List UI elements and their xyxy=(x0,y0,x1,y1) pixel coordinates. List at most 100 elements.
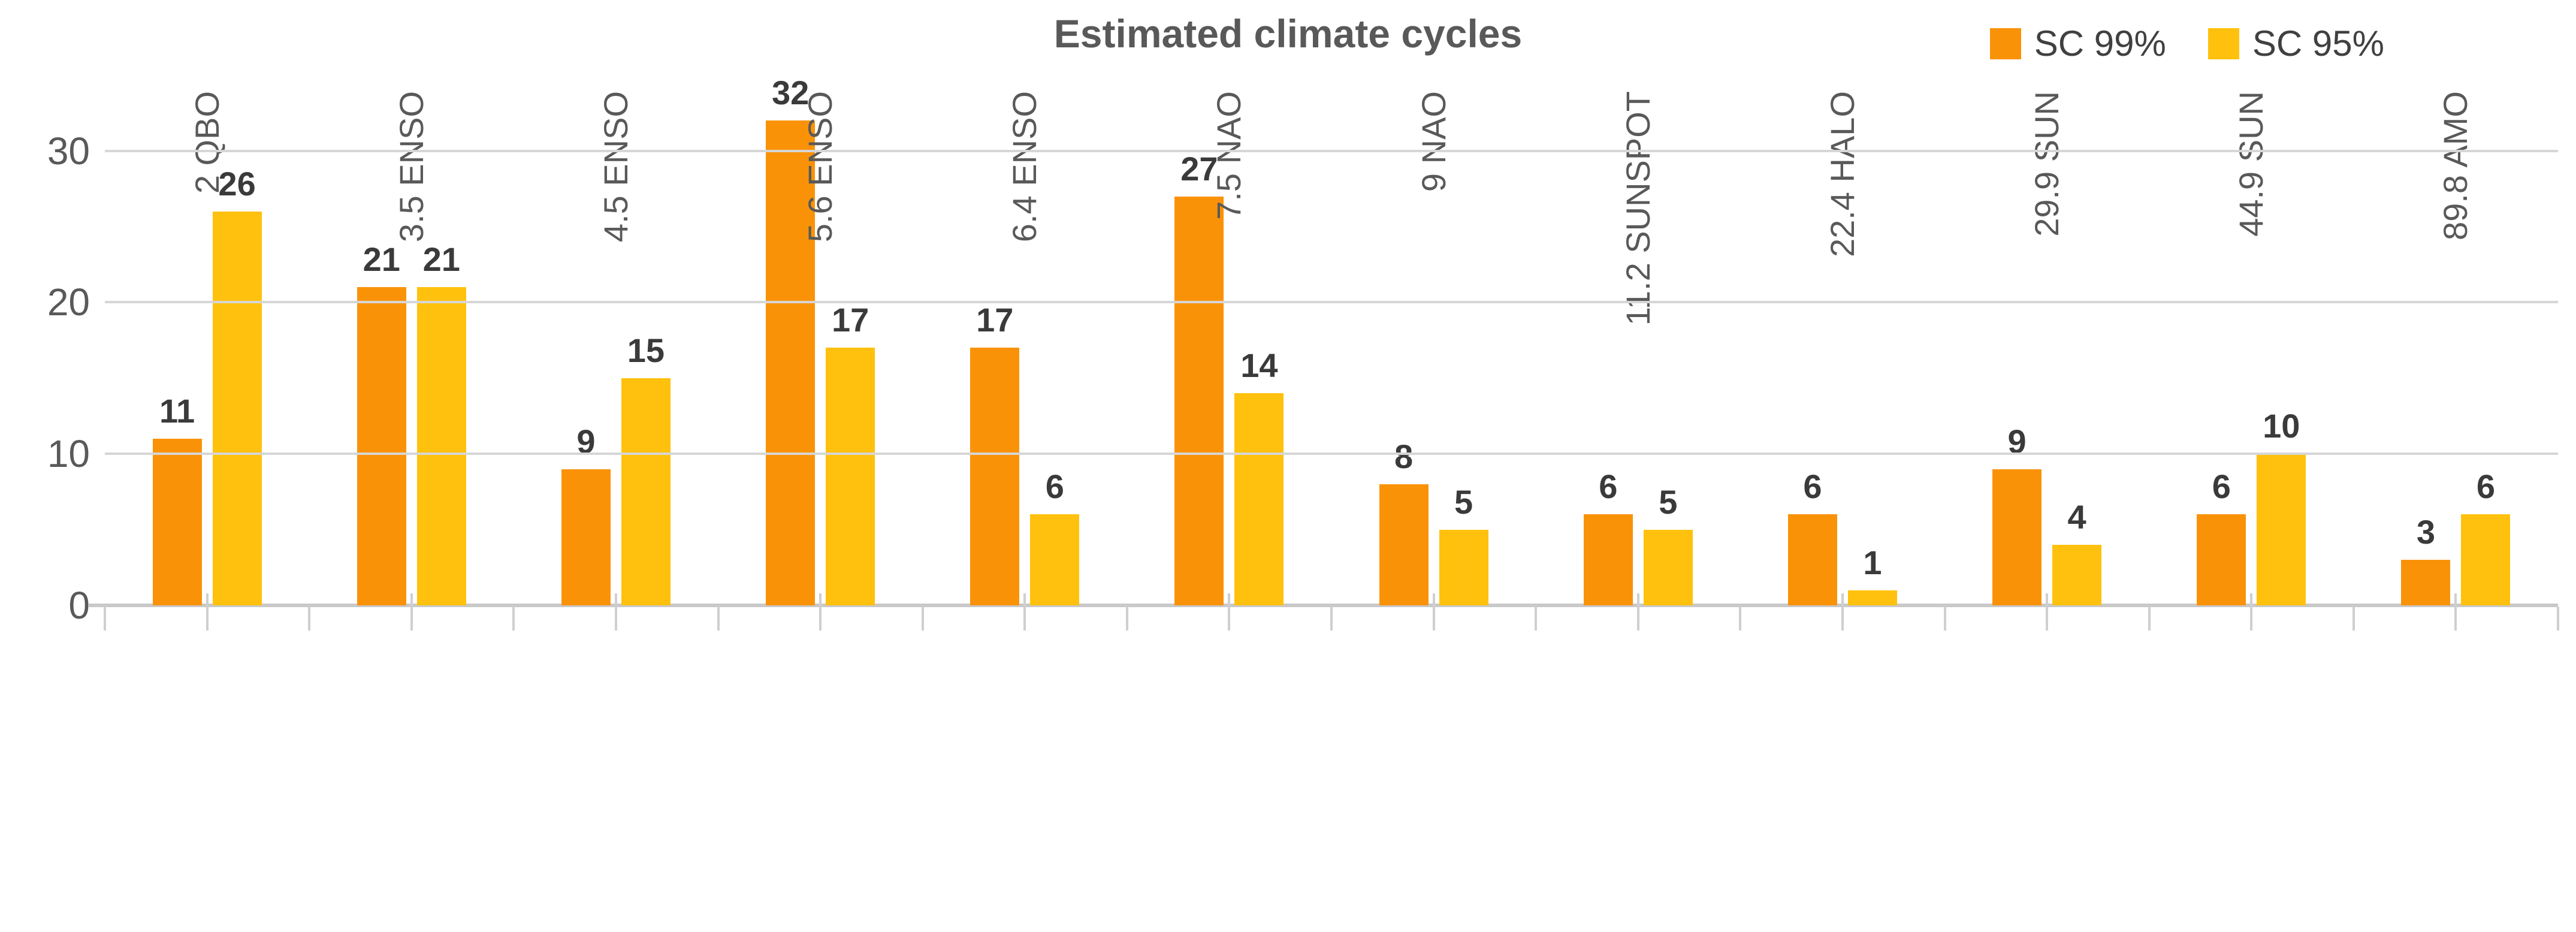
bar-value-label: 21 xyxy=(422,240,460,279)
bar-group: 21 21 3.5 ENSO xyxy=(309,60,514,605)
x-axis-tick xyxy=(819,593,822,631)
bar-value-label: 11 xyxy=(159,391,195,430)
category-label: 9 NAO xyxy=(1414,91,1452,192)
category-label: 44.9 SUN xyxy=(2232,91,2270,237)
category-label: 3.5 ENSO xyxy=(392,91,430,243)
bar-value-label: 4 xyxy=(2067,497,2086,536)
x-axis-tick xyxy=(104,607,106,631)
bar-sc99[interactable]: 9 xyxy=(561,424,611,605)
bar-pair: 6 10 xyxy=(2197,60,2306,605)
x-axis-tick xyxy=(717,607,720,631)
x-axis-tick xyxy=(2557,607,2559,631)
plot-area: 11 26 2 QBO 21 21 3.5 ENSO 9 15 4.5 ENSO 32 17 5.6 … xyxy=(88,60,2559,631)
bar-group: 3 6 89.8 AMO xyxy=(2354,60,2558,605)
x-axis-tick xyxy=(2454,593,2457,631)
bar-value-label: 21 xyxy=(363,240,400,279)
bar-group: 11 26 2 QBO xyxy=(105,60,309,605)
bar-value-label: 32 xyxy=(771,74,810,112)
bar-value-label: 17 xyxy=(831,301,869,339)
bar-value-label: 6 xyxy=(1599,467,1618,506)
x-axis-tick xyxy=(614,593,617,631)
bar-value-label: 17 xyxy=(976,301,1014,339)
bar-sc99[interactable]: 27 xyxy=(1174,152,1224,605)
bar-sc95[interactable]: 6 xyxy=(2461,470,2511,605)
x-axis-tick xyxy=(1535,607,1538,631)
bar-sc95[interactable]: 10 xyxy=(2257,409,2306,605)
category-label: 29.9 SUN xyxy=(2028,91,2066,237)
y-tick-label: 0 xyxy=(68,584,90,627)
x-axis-tick xyxy=(1432,593,1435,631)
x-axis-tick xyxy=(308,607,311,631)
bar-pair: 32 17 xyxy=(766,60,875,605)
x-axis-tick xyxy=(410,593,413,631)
bar-pair: 9 15 xyxy=(561,60,671,605)
bar-sc95[interactable]: 17 xyxy=(826,303,875,605)
bar-sc95[interactable]: 5 xyxy=(1643,485,1693,605)
bar-value-label: 10 xyxy=(2263,407,2300,445)
bar-pair: 27 14 xyxy=(1174,60,1284,605)
category-label: 6.4 ENSO xyxy=(1005,91,1044,243)
gridline xyxy=(105,453,2558,456)
bar-group: 6 5 11.2 SUNSPOT xyxy=(1536,60,1740,605)
bar-sc99[interactable]: 9 xyxy=(1992,424,2042,605)
legend-item-sc-95-[interactable]: SC 95% xyxy=(2207,23,2384,64)
y-tick-label: 30 xyxy=(47,129,90,173)
x-axis-tick xyxy=(1943,607,1946,631)
legend-swatch-icon xyxy=(2207,28,2239,59)
bar-sc95[interactable]: 15 xyxy=(621,333,671,605)
legend-swatch-icon xyxy=(1989,28,2021,59)
bar-sc99[interactable]: 32 xyxy=(766,76,816,605)
bar-value-label: 6 xyxy=(2212,467,2231,506)
category-label: 5.6 ENSO xyxy=(801,91,839,243)
category-label: 2 QBO xyxy=(188,91,226,194)
bar-sc99[interactable]: 17 xyxy=(970,303,1020,605)
bar-value-label: 15 xyxy=(627,331,665,369)
y-tick-label: 10 xyxy=(47,432,90,476)
x-axis-tick xyxy=(2046,593,2049,631)
bar-pair: 21 21 xyxy=(357,60,466,605)
x-axis-tick xyxy=(2352,607,2355,631)
bar-sc95[interactable]: 6 xyxy=(1030,470,1080,605)
bar-sc95[interactable]: 21 xyxy=(416,243,466,605)
gridline xyxy=(105,149,2558,152)
legend-item-sc-99-[interactable]: SC 99% xyxy=(1989,23,2166,64)
x-axis-tick xyxy=(2250,593,2253,631)
bar-value-label: 14 xyxy=(1240,346,1278,385)
bar-value-label: 6 xyxy=(2476,467,2496,506)
bar-sc95[interactable]: 14 xyxy=(1234,349,1284,605)
bar-value-label: 3 xyxy=(2416,513,2436,551)
bar-value-label: 1 xyxy=(1863,543,1882,581)
bar-value-label: 9 xyxy=(2007,422,2027,460)
y-tick-label: 20 xyxy=(47,280,90,324)
category-label: 89.8 AMO xyxy=(2436,91,2475,241)
bar-value-label: 6 xyxy=(1045,467,1064,506)
bar-sc99[interactable]: 11 xyxy=(152,394,202,605)
bar-sc99[interactable]: 3 xyxy=(2401,515,2451,605)
bar-sc95[interactable]: 26 xyxy=(212,167,262,605)
bar-sc99[interactable]: 8 xyxy=(1379,439,1429,605)
bar-pair: 17 6 xyxy=(970,60,1080,605)
bar-sc99[interactable]: 21 xyxy=(357,243,406,605)
category-label: 22.4 HALO xyxy=(1823,91,1862,258)
category-label: 7.5 NAO xyxy=(1210,91,1248,220)
bar-sc99[interactable]: 6 xyxy=(2197,470,2246,605)
bar-group: 9 15 4.5 ENSO xyxy=(514,60,718,605)
bar-groups: 11 26 2 QBO 21 21 3.5 ENSO 9 15 4.5 ENSO 32 17 5.6 … xyxy=(105,60,2558,605)
x-axis-tick xyxy=(1739,607,1742,631)
x-axis-tick xyxy=(1841,593,1844,631)
bar-group: 9 4 29.9 SUN xyxy=(1945,60,2149,605)
bar-value-label: 5 xyxy=(1454,482,1473,521)
bar-sc99[interactable]: 6 xyxy=(1583,470,1633,605)
bar-sc95[interactable]: 4 xyxy=(2052,500,2102,605)
x-axis-tick xyxy=(512,607,515,631)
bar-sc95[interactable]: 5 xyxy=(1439,485,1488,605)
bar-sc95[interactable]: 1 xyxy=(1847,545,1897,605)
chart-title: Estimated climate cycles xyxy=(1053,11,1523,56)
category-label: 11.2 SUNSPOT xyxy=(1618,91,1657,326)
bar-sc99[interactable]: 6 xyxy=(1787,470,1837,605)
gridline xyxy=(105,301,2558,304)
